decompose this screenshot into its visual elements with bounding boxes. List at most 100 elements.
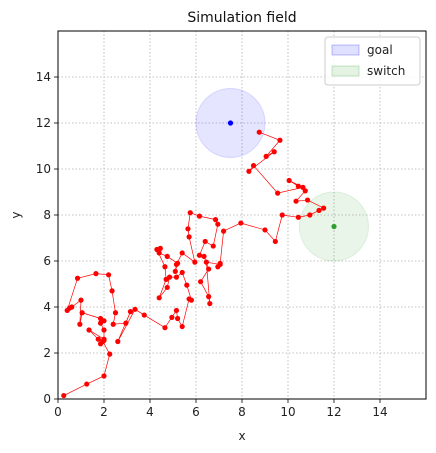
trajectory-point <box>141 312 147 318</box>
trajectory-point <box>156 295 162 301</box>
trajectory-point <box>101 327 107 333</box>
y-tick-label: 6 <box>43 254 51 268</box>
trajectory-point <box>206 266 212 272</box>
trajectory-point <box>95 336 101 342</box>
legend-label-goal: goal <box>367 43 393 57</box>
y-axis-ticks: 0 2 4 6 8 10 12 14 <box>36 70 58 406</box>
trajectory-point <box>112 310 119 316</box>
trajectory-point <box>173 307 180 314</box>
x-tick-label: 12 <box>326 405 341 419</box>
trajectory-point <box>123 320 129 326</box>
trajectory-point <box>262 227 268 233</box>
trajectory-point <box>272 238 278 245</box>
trajectory-point <box>256 129 262 135</box>
trajectory-point <box>207 300 213 307</box>
trajectory-point <box>164 284 170 291</box>
x-axis-ticks: 0 2 4 6 8 10 12 14 <box>54 399 388 419</box>
y-axis-label: y <box>9 211 23 218</box>
trajectory-point <box>250 162 257 169</box>
trajectory-point <box>175 315 181 322</box>
y-tick-label: 14 <box>36 70 51 84</box>
trajectory-point <box>106 272 112 278</box>
trajectory-point <box>246 168 252 174</box>
trajectory-point <box>172 268 178 274</box>
goal-marker <box>227 120 234 126</box>
trajectory-point <box>295 183 301 189</box>
legend: goal switch <box>324 36 421 86</box>
trajectory-point <box>300 184 306 190</box>
x-tick-label: 8 <box>238 405 246 419</box>
x-tick-label: 2 <box>100 405 108 419</box>
target-markers <box>227 120 337 230</box>
trajectory-point <box>304 197 311 203</box>
trajectory-point <box>293 198 299 204</box>
trajectory-point <box>79 310 85 316</box>
x-tick-label: 14 <box>372 405 387 419</box>
trajectory-point <box>173 261 180 268</box>
x-tick-label: 10 <box>280 405 295 419</box>
trajectory-point <box>97 315 104 322</box>
trajectory-point <box>162 325 168 331</box>
y-tick-label: 12 <box>36 116 51 130</box>
trajectory-point <box>127 309 134 315</box>
trajectory-path <box>61 129 327 399</box>
trajectory-point <box>316 207 322 213</box>
trajectory-point <box>93 271 99 277</box>
trajectory-point <box>169 314 175 320</box>
x-tick-label: 0 <box>54 405 62 419</box>
trajectory-point <box>97 341 104 347</box>
trajectory-point <box>162 264 168 270</box>
trajectory-point <box>64 307 70 314</box>
trajectory-point <box>186 234 192 240</box>
x-tick-label: 6 <box>192 405 200 419</box>
grid-lines <box>57 31 426 400</box>
x-tick-label: 4 <box>146 405 154 419</box>
trajectory-point <box>210 243 216 249</box>
legend-swatch-goal <box>331 44 360 56</box>
trajectory-point <box>286 177 292 184</box>
trajectory-point <box>196 213 203 219</box>
trajectory-point <box>198 279 204 285</box>
trajectory-point <box>61 392 67 399</box>
trajectory-point <box>132 306 138 312</box>
trajectory-point <box>173 274 180 280</box>
trajectory-point <box>187 210 193 216</box>
legend-label-switch: switch <box>367 64 405 78</box>
trajectory-point <box>202 238 208 245</box>
trajectory-point <box>109 288 115 294</box>
x-axis-label: x <box>238 429 245 443</box>
trajectory-point <box>275 190 281 196</box>
trajectory-point <box>271 149 277 155</box>
trajectory-point <box>179 250 185 256</box>
trajectory-point <box>86 327 92 333</box>
trajectory-point <box>192 259 198 265</box>
y-tick-label: 0 <box>43 392 51 406</box>
trajectory-point <box>212 217 219 223</box>
trajectory-point <box>277 137 283 143</box>
y-tick-label: 10 <box>36 162 51 176</box>
trajectory-point <box>188 297 194 303</box>
chart-title: Simulation field <box>187 10 296 26</box>
trajectory-point <box>78 297 84 303</box>
trajectory-point <box>206 294 212 300</box>
trajectory-point <box>157 245 163 251</box>
trajectory-point <box>115 338 121 345</box>
trajectory-point <box>164 253 170 259</box>
trajectory-point <box>215 221 221 227</box>
trajectory-point <box>295 214 301 220</box>
region-circles <box>195 88 369 262</box>
legend-swatch-switch <box>331 65 360 77</box>
y-tick-label: 8 <box>43 208 51 222</box>
switch-marker <box>331 223 337 230</box>
trajectory-point <box>221 228 227 234</box>
trajectory-point <box>307 212 313 218</box>
trajectory-point <box>238 220 244 226</box>
trajectory-point <box>279 212 285 218</box>
trajectory-point <box>217 260 223 266</box>
trajectory-point <box>179 323 185 330</box>
trajectory-point <box>263 153 269 159</box>
trajectory-point <box>107 351 113 357</box>
trajectory-point <box>77 321 83 327</box>
y-tick-label: 2 <box>43 346 51 360</box>
